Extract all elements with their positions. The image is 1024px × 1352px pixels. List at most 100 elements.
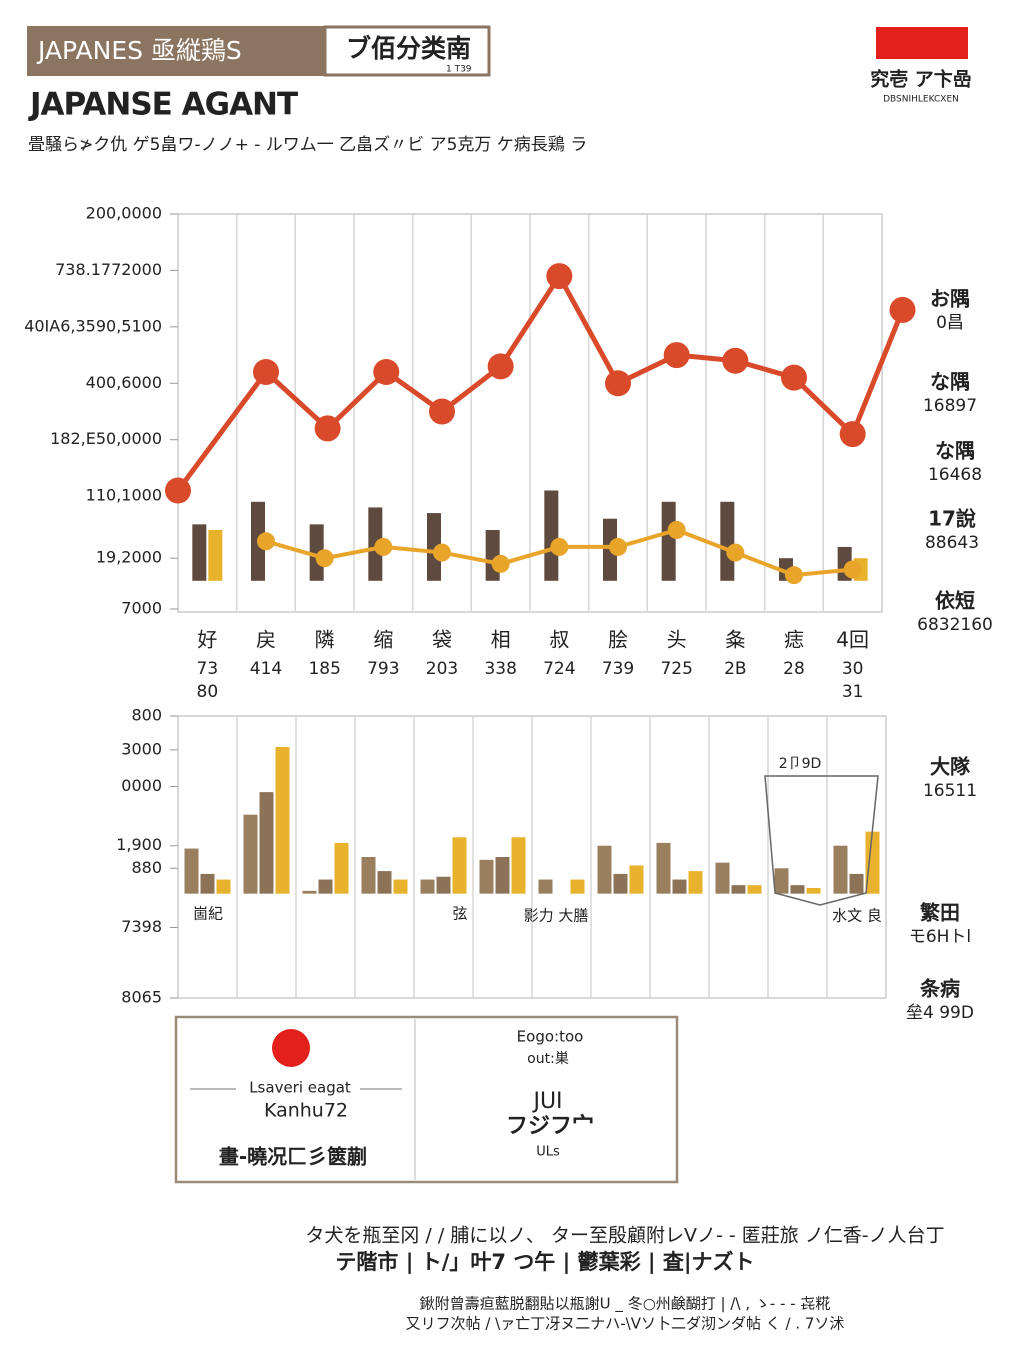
- annotation: 繁田: [920, 901, 960, 925]
- x-tick-label: 4回: [836, 628, 869, 652]
- point: [726, 543, 745, 562]
- footer-text: テ階市 | ト/」叶7 つ午 | 鬱葉彩 | 査|ナズト: [335, 1250, 754, 1275]
- point: [843, 560, 862, 579]
- point: [487, 353, 514, 380]
- annotation: 16897: [923, 396, 977, 416]
- bar: [184, 848, 199, 894]
- y-tick-label: 800: [131, 706, 162, 725]
- bar: [747, 885, 762, 894]
- annotation: 16468: [928, 465, 982, 485]
- bar: [479, 859, 494, 894]
- annotation: な隅: [935, 439, 975, 463]
- x-tick-sublabel: 725: [660, 659, 692, 679]
- annotation: 大隊: [930, 755, 971, 779]
- bar: [427, 513, 441, 581]
- bar: [436, 876, 451, 894]
- x-tick-label: 好: [197, 628, 217, 652]
- bar: [597, 845, 612, 894]
- annotation: お隅: [930, 287, 970, 311]
- bar: [544, 490, 559, 581]
- x-tick-label: 缩: [373, 628, 393, 652]
- bar: [656, 842, 671, 894]
- subtitle: 畳騒ら≯ク仇 ゲ5畠ワ-ノノ+ - ルワム一 乙畠ズ〃ビ ア5克万 ケ病長鶏 ラ: [28, 135, 587, 155]
- x-tick-sublabel: 203: [426, 659, 458, 679]
- point: [315, 549, 334, 568]
- bar: [393, 879, 408, 894]
- annotation: な隅: [930, 370, 970, 394]
- x-tick-label: 夈: [725, 628, 745, 652]
- annotation: 6832160: [917, 615, 993, 635]
- panel: [174, 1015, 679, 1184]
- annotation: 条病: [920, 977, 960, 1001]
- bar: [720, 501, 735, 581]
- annotation: 依短: [935, 589, 975, 613]
- annotation: 88643: [925, 533, 979, 553]
- x-tick-sublabel: 31: [842, 682, 864, 702]
- panel-text: out:巣: [527, 1051, 569, 1067]
- point: [605, 370, 631, 397]
- point: [722, 347, 749, 374]
- x-tick-sublabel: 80: [197, 682, 219, 702]
- bar: [731, 885, 746, 894]
- badge-sub: DBSNIHLEKCXEN: [883, 95, 959, 105]
- footer-text: 鍬附曾壽疸藍脱翻貼以瓶謝U _ 冬○州鹸醐打 | /\ , ゝ- - - 㐂糀: [420, 1295, 831, 1314]
- x-tick-sublabel: 338: [484, 659, 516, 679]
- annotation: 0昌: [936, 313, 964, 333]
- y-tick-label: 880: [131, 858, 162, 877]
- bar: [309, 524, 324, 581]
- panel-text: 畫-曉况匚彡篋蒯: [219, 1145, 367, 1169]
- x-tick-label: 痣: [784, 628, 804, 652]
- y-tick-label: 400,6000: [86, 373, 162, 392]
- x-tick-sublabel: 739: [602, 659, 634, 679]
- footer-text: 又リフ次帖 / \ァ亡丁冴ヌ二ナハ-\Vソ卜二ダ沏ンダ帖 く / . 7ソ沭: [406, 1315, 845, 1333]
- y-tick-label: 110,1000: [86, 486, 162, 505]
- bar: [613, 873, 628, 894]
- bar: [570, 879, 585, 894]
- x-tick-sublabel: 28: [783, 659, 805, 679]
- bar: [774, 868, 789, 894]
- point: [546, 263, 573, 290]
- point: [889, 296, 916, 323]
- bar: [361, 857, 376, 894]
- bar: [377, 871, 392, 894]
- bar: [420, 879, 435, 894]
- bar: [318, 879, 333, 894]
- annotation: 17說: [928, 507, 976, 531]
- badge-text: 究壱 ア卞嵒: [870, 68, 972, 91]
- y-tick-label: 200,0000: [86, 204, 162, 223]
- bar: [334, 842, 349, 894]
- bar: [452, 837, 467, 894]
- panel-text: Kanhu72: [264, 1100, 348, 1122]
- callout: 2卩9D: [779, 756, 822, 772]
- tag2-box: [323, 25, 491, 77]
- bar: [538, 879, 553, 894]
- point: [314, 415, 341, 442]
- bar: [275, 747, 290, 894]
- y-tick-label: 8065: [121, 988, 162, 1007]
- bar: [672, 879, 687, 894]
- point: [491, 554, 510, 573]
- flag: [876, 27, 968, 59]
- bar: [216, 879, 231, 894]
- bar: [806, 888, 821, 894]
- x-tick-sublabel: 793: [367, 659, 399, 679]
- panel-text: JUI: [531, 1089, 562, 1114]
- point: [373, 359, 400, 385]
- bar: [259, 792, 274, 894]
- inline-label: 影力 大膳: [524, 907, 589, 925]
- x-tick-sublabel: 2B: [724, 659, 746, 679]
- point: [781, 364, 807, 391]
- title: JAPANSE AGANT: [28, 87, 298, 123]
- x-tick-sublabel: 185: [308, 659, 340, 679]
- point: [550, 537, 569, 556]
- y-tick-label: 7398: [121, 917, 162, 936]
- bar: [629, 865, 644, 894]
- bar: [849, 873, 864, 894]
- tag2-sub: 1 T39: [446, 65, 472, 75]
- y-tick-label: 7000: [121, 599, 162, 618]
- tag2: ブ佰分类南: [346, 34, 471, 63]
- tag-box: [27, 26, 324, 76]
- panel-text: Lsaveri eagat: [249, 1079, 351, 1097]
- bar: [511, 837, 526, 894]
